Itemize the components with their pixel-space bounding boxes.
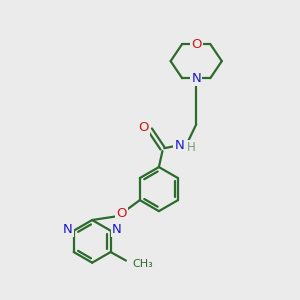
Text: CH₃: CH₃ <box>132 259 153 269</box>
Text: O: O <box>191 38 202 51</box>
Text: N: N <box>63 223 73 236</box>
Text: O: O <box>138 122 149 134</box>
Text: H: H <box>187 141 195 154</box>
Text: N: N <box>174 139 184 152</box>
Text: O: O <box>116 207 127 220</box>
Text: N: N <box>112 223 122 236</box>
Text: N: N <box>191 72 201 85</box>
